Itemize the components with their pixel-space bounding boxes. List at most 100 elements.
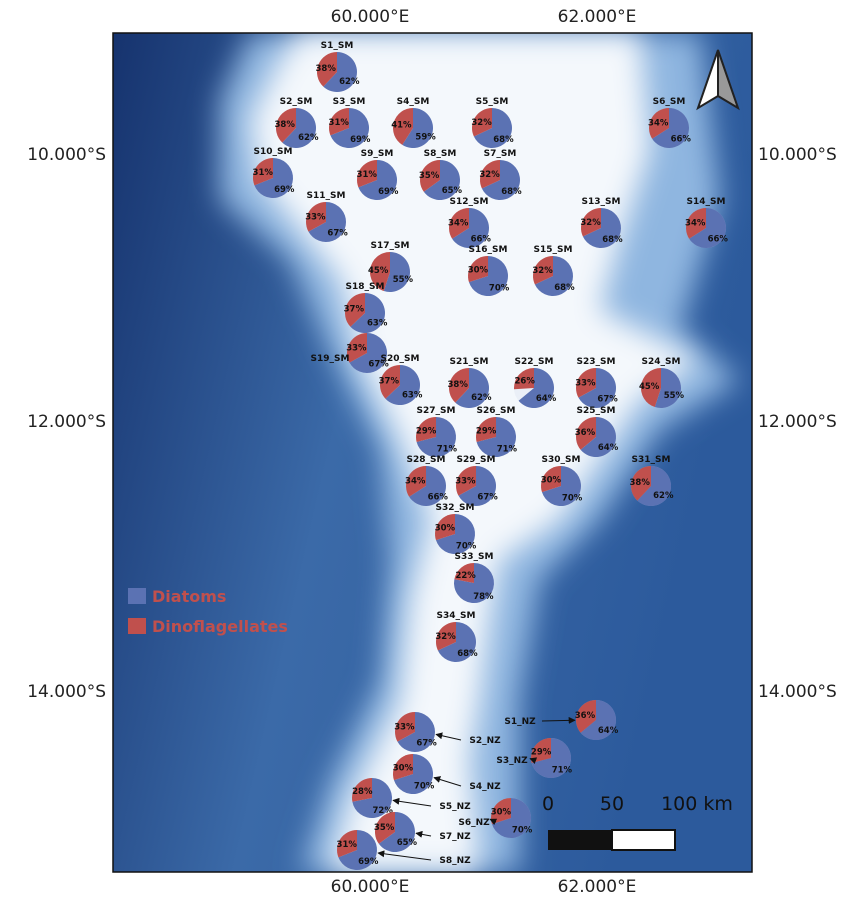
pie-value-label: 31% xyxy=(337,840,358,850)
station-label: S16_SM xyxy=(469,245,508,255)
pie-value-label: 31% xyxy=(329,118,350,128)
station-label: S1_NZ xyxy=(504,717,536,727)
pie-value-label: 38% xyxy=(630,478,651,488)
pie-value-label: 29% xyxy=(476,426,497,436)
pie-value-label: 38% xyxy=(448,380,469,390)
pie-value-label: 32% xyxy=(435,632,456,642)
station-label: S23_SM xyxy=(577,357,616,367)
pie-value-label: 68% xyxy=(493,135,514,145)
pie-value-label: 34% xyxy=(405,477,426,487)
station-label: S1_SM xyxy=(321,41,354,51)
pie-value-label: 70% xyxy=(512,825,533,835)
pie-value-label: 67% xyxy=(327,229,348,239)
station-label: S28_SM xyxy=(407,455,446,465)
station-label: S6_NZ xyxy=(458,818,490,828)
station-label: S8_SM xyxy=(424,149,457,159)
pie-value-label: 34% xyxy=(685,219,706,229)
scale-bar xyxy=(548,830,675,850)
pie-value-label: 32% xyxy=(580,218,601,228)
pie-value-label: 32% xyxy=(471,118,492,128)
station-label: S31_SM xyxy=(632,455,671,465)
pie-value-label: 26% xyxy=(515,377,536,387)
station-label: S30_SM xyxy=(542,455,581,465)
pie-value-label: 30% xyxy=(435,524,456,534)
station-label: S5_SM xyxy=(476,97,509,107)
pie-value-label: 62% xyxy=(471,393,492,403)
pie-value-label: 30% xyxy=(468,266,489,276)
station-label: S17_SM xyxy=(371,241,410,251)
pie-value-label: 55% xyxy=(393,275,414,285)
legend-label: Dinoflagellates xyxy=(152,617,288,636)
pie-value-label: 33% xyxy=(455,476,476,486)
station-label: S9_SM xyxy=(361,149,394,159)
pie-value-label: 71% xyxy=(552,766,573,776)
latitude-label: 10.000°S xyxy=(27,145,106,165)
station-label: S4_SM xyxy=(397,97,430,107)
pie-value-label: 35% xyxy=(374,823,395,833)
latitude-label: 12.000°S xyxy=(758,412,837,432)
pie-value-label: 37% xyxy=(379,377,400,387)
pie-value-label: 70% xyxy=(414,781,435,791)
station-label: S19_SM xyxy=(311,354,350,364)
pie-value-label: 66% xyxy=(428,492,449,502)
pie-value-label: 66% xyxy=(471,234,492,244)
pie-value-label: 67% xyxy=(597,395,618,405)
pie-value-label: 65% xyxy=(397,838,418,848)
pie-value-label: 30% xyxy=(491,808,512,818)
pie-value-label: 45% xyxy=(368,266,389,276)
station-label: S15_SM xyxy=(534,245,573,255)
latitude-label: 14.000°S xyxy=(27,682,106,702)
pie-value-label: 69% xyxy=(378,187,399,197)
station-label: S25_SM xyxy=(577,406,616,416)
pie-value-label: 67% xyxy=(416,739,437,749)
pie-value-label: 33% xyxy=(305,212,326,222)
pie-value-label: 36% xyxy=(575,428,596,438)
pie-value-label: 64% xyxy=(598,726,619,736)
station-label: S27_SM xyxy=(417,406,456,416)
pie-value-label: 30% xyxy=(393,764,414,774)
pie-value-label: 22% xyxy=(455,571,476,581)
pie-value-label: 62% xyxy=(339,77,360,87)
pie-value-label: 38% xyxy=(275,120,296,130)
pie-value-label: 66% xyxy=(708,234,729,244)
pie-value-label: 41% xyxy=(391,121,412,131)
station-label: S26_SM xyxy=(477,406,516,416)
station-label: S2_NZ xyxy=(469,736,501,746)
pie-value-label: 38% xyxy=(316,64,337,74)
pie-value-label: 32% xyxy=(532,266,553,276)
pie-value-label: 29% xyxy=(531,747,552,757)
pie-value-label: 68% xyxy=(501,187,522,197)
station-label: S13_SM xyxy=(582,197,621,207)
station-label: S29_SM xyxy=(457,455,496,465)
pie-value-label: 34% xyxy=(648,119,669,129)
pie-value-label: 70% xyxy=(456,541,477,551)
longitude-label: 60.000°E xyxy=(331,877,410,897)
legend-swatch xyxy=(128,618,146,634)
pie-value-label: 69% xyxy=(358,857,379,867)
pie-value-label: 55% xyxy=(664,391,685,401)
pie-value-label: 62% xyxy=(653,491,674,501)
pie-value-label: 71% xyxy=(437,445,458,455)
legend-swatch xyxy=(128,588,146,604)
pie-value-label: 63% xyxy=(402,390,423,400)
latitude-label: 10.000°S xyxy=(758,145,837,165)
pointer-arrow xyxy=(542,720,575,721)
station-label: S7_NZ xyxy=(439,832,471,842)
pie-value-label: 65% xyxy=(442,186,463,196)
pie-value-label: 35% xyxy=(419,171,440,181)
scale-label: 0 xyxy=(542,793,554,815)
pie-value-label: 36% xyxy=(575,711,596,721)
map-figure: 60.000°E60.000°E62.000°E62.000°E10.000°S… xyxy=(0,0,855,901)
station-label: S12_SM xyxy=(450,197,489,207)
pie-value-label: 59% xyxy=(415,132,436,142)
longitude-label: 60.000°E xyxy=(331,7,410,27)
station-label: S4_NZ xyxy=(469,782,501,792)
pie-value-label: 62% xyxy=(298,133,319,143)
station-label: S10_SM xyxy=(254,147,293,157)
pie-value-label: 33% xyxy=(394,722,415,732)
pie-value-label: 70% xyxy=(489,283,510,293)
station-label: S8_NZ xyxy=(439,856,471,866)
station-label: S11_SM xyxy=(307,191,346,201)
scale-label: 100 km xyxy=(661,793,733,815)
latitude-label: 14.000°S xyxy=(758,682,837,702)
